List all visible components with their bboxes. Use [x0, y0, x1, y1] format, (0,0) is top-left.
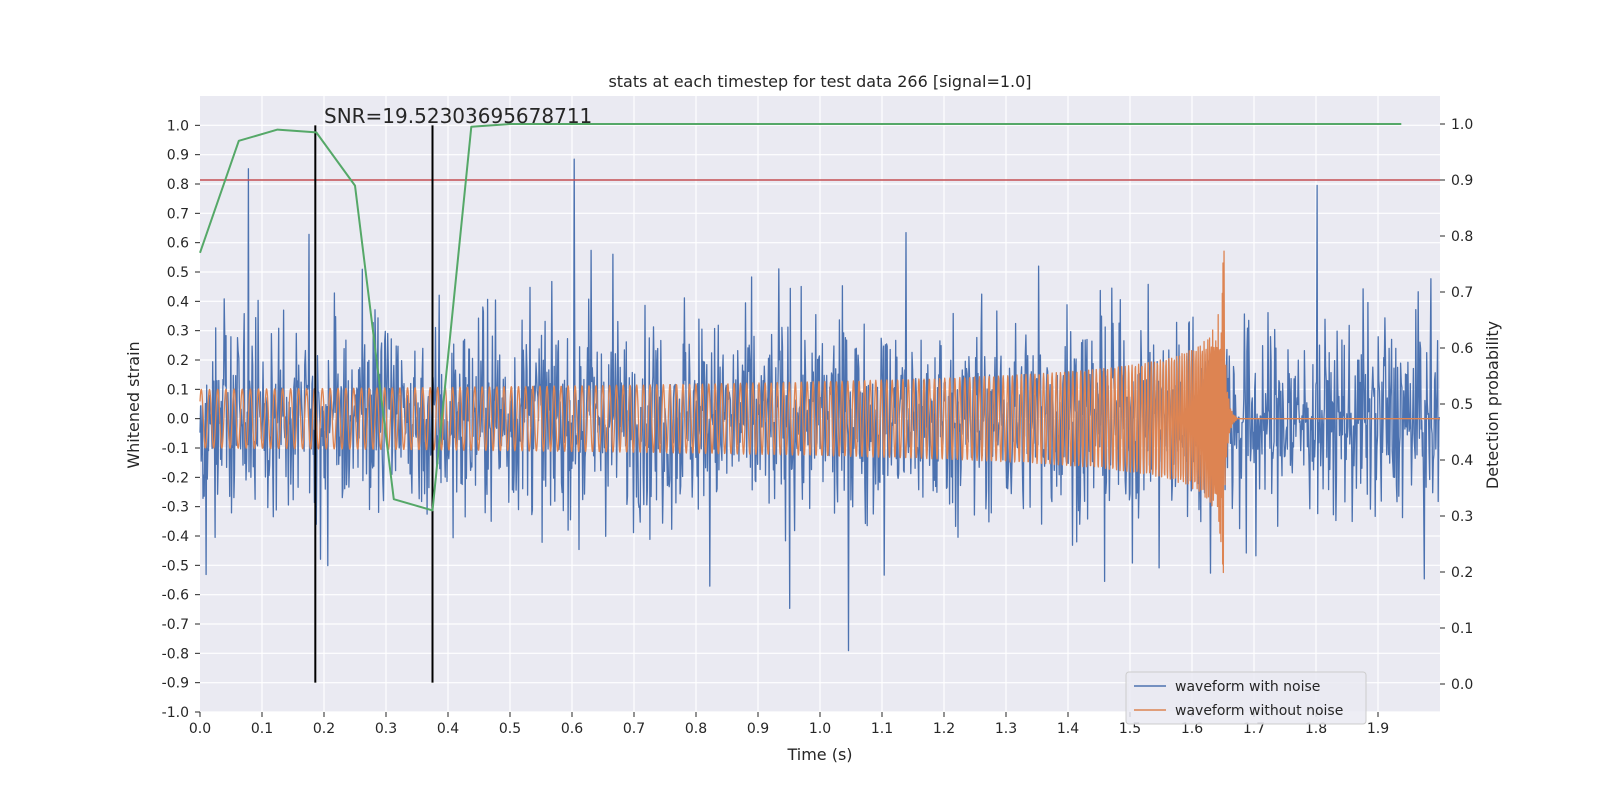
- x-tick-label: 0.5: [499, 721, 521, 737]
- x-tick-label: 0.8: [685, 721, 707, 737]
- y-tick-label: 0.9: [167, 148, 189, 164]
- y-tick-label: 0.0: [167, 412, 189, 428]
- y-axis-label: Whitened strain: [124, 341, 143, 468]
- x-tick-label: 1.2: [933, 721, 955, 737]
- x-tick-label: 1.9: [1367, 721, 1389, 737]
- x-tick-label: 0.9: [747, 721, 769, 737]
- y2-tick-label: 0.9: [1451, 173, 1473, 189]
- snr-annotation: SNR=19.52303695678711: [324, 104, 592, 128]
- x-tick-label: 1.1: [871, 721, 893, 737]
- y-tick-label: 0.4: [167, 294, 189, 310]
- overlay: [199, 123, 1440, 683]
- ticks: 0.0 0.1 0.2 0.3 0.4 0.5 0.6 0.7 0.8 0.9 1.0 1.1 1.2 1…: [162, 117, 1474, 737]
- y-tick-label: -0.1: [162, 441, 189, 457]
- legend-box: [1125, 671, 1367, 725]
- y2-tick-label: 1.0: [1451, 117, 1473, 133]
- y2-tick-label: 0.8: [1451, 229, 1473, 245]
- y-tick-label: 0.8: [167, 177, 189, 193]
- y-tick-label: -0.2: [162, 470, 189, 486]
- x-tick-label: 0.3: [375, 721, 397, 737]
- y2-tick-label: 0.7: [1451, 285, 1473, 301]
- y-tick-label: 0.7: [167, 206, 189, 222]
- x-tick-label: 1.5: [1119, 721, 1141, 737]
- y2-tick-label: 0.6: [1451, 341, 1473, 357]
- x-tick-label: 0.0: [189, 721, 211, 737]
- legend: waveform with noise waveform without noi…: [1125, 671, 1367, 725]
- y2-tick-label: 0.1: [1451, 621, 1473, 637]
- y2-tick-label: 0.2: [1451, 565, 1473, 581]
- y2-axis-label: Detection probability: [1483, 321, 1502, 489]
- y-tick-label: -0.7: [162, 617, 189, 633]
- x-tick-label: 1.3: [995, 721, 1017, 737]
- y2-tick-label: 0.4: [1451, 453, 1473, 469]
- y-tick-label: 0.6: [167, 236, 189, 252]
- legend-label-clean: waveform without noise: [1175, 703, 1343, 719]
- x-tick-label: 0.7: [623, 721, 645, 737]
- x-tick-label: 1.6: [1181, 721, 1203, 737]
- y-tick-label: 0.2: [167, 353, 189, 369]
- y-tick-label: -1.0: [162, 705, 189, 721]
- y-tick-label: -0.3: [162, 500, 189, 516]
- y-tick-label: -0.8: [162, 646, 189, 662]
- x-tick-label: 0.6: [561, 721, 583, 737]
- y-tick-label: 0.5: [167, 265, 189, 281]
- y-tick-label: 1.0: [167, 118, 189, 134]
- x-tick-label: 0.4: [437, 721, 459, 737]
- y-tick-label: -0.9: [162, 676, 189, 692]
- y-tick-label: -0.6: [162, 588, 189, 604]
- y2-tick-label: 0.5: [1451, 397, 1473, 413]
- x-tick-label: 1.7: [1243, 721, 1265, 737]
- detection-probability-line: [199, 123, 1402, 512]
- x-tick-label: 0.2: [313, 721, 335, 737]
- x-tick-label: 1.4: [1057, 721, 1079, 737]
- clean-line: [199, 250, 1441, 574]
- waveform-without-noise-line: [199, 250, 1441, 574]
- chart-title: stats at each timestep for test data 266…: [608, 72, 1031, 91]
- y2-tick-label: 0.0: [1451, 677, 1473, 693]
- legend-label-noise: waveform with noise: [1175, 679, 1320, 695]
- x-tick-label: 1.8: [1305, 721, 1327, 737]
- y-tick-label: 0.3: [167, 324, 189, 340]
- y2-tick-label: 0.3: [1451, 509, 1473, 525]
- y-tick-label: -0.4: [162, 529, 189, 545]
- y-tick-label: 0.1: [167, 382, 189, 398]
- x-tick-label: 0.1: [251, 721, 273, 737]
- x-tick-label: 1.0: [809, 721, 831, 737]
- x-axis-label: Time (s): [786, 745, 852, 764]
- y-tick-label: -0.5: [162, 558, 189, 574]
